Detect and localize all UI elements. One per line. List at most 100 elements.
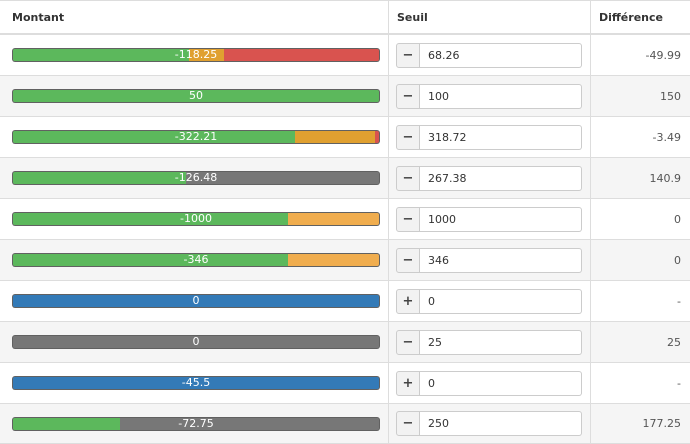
montant-cell: 0 (0, 322, 389, 362)
header-seuil[interactable]: Seuil (389, 1, 591, 33)
minus-icon[interactable]: − (396, 42, 420, 68)
minus-icon[interactable]: − (396, 83, 420, 109)
seuil-cell: − (389, 76, 591, 116)
difference-cell: 140.9 (649, 171, 682, 185)
plus-icon[interactable]: + (396, 370, 420, 396)
seuil-input-group: + (396, 370, 582, 396)
minus-icon[interactable]: − (396, 329, 420, 355)
progress-label: 0 (192, 294, 200, 307)
seuil-cell: − (389, 404, 591, 443)
montant-cell: -322.21 (0, 117, 389, 157)
seuil-input[interactable] (420, 206, 582, 232)
seuil-cell: − (389, 240, 591, 280)
seuil-input[interactable] (420, 329, 582, 355)
montant-cell: -346 (0, 240, 389, 280)
difference-cell: 25 (667, 335, 681, 349)
table-row: -72.75 − 177.25 (0, 404, 690, 444)
progress-segment (294, 131, 376, 143)
progress-label: 50 (189, 89, 203, 102)
seuil-input-group: − (396, 124, 582, 150)
seuil-input[interactable] (420, 247, 582, 273)
progress-segment (224, 49, 379, 61)
progress-segment (13, 295, 379, 307)
table-row: -322.21 − -3.49 (0, 117, 690, 158)
progress-label: -72.75 (178, 416, 214, 430)
progress-segment (13, 49, 189, 61)
table-row: -45.5 + - (0, 363, 690, 404)
progress-segment (188, 49, 225, 61)
progress-segment (119, 417, 379, 430)
difference-cell: - (677, 294, 681, 308)
minus-icon[interactable]: − (396, 124, 420, 150)
progress-bar: -1000 (12, 212, 380, 226)
seuil-input-group: + (396, 288, 582, 314)
minus-icon[interactable]: − (396, 411, 420, 436)
minus-icon[interactable]: − (396, 206, 420, 232)
progress-bar: 50 (12, 89, 380, 103)
table-row: 50 − 150 (0, 76, 690, 117)
difference-cell: 177.25 (642, 417, 682, 430)
progress-label: -1000 (180, 212, 212, 225)
progress-bar: -126.48 (12, 171, 380, 185)
montant-cell: 0 (0, 281, 389, 321)
seuil-input-group: − (396, 411, 582, 436)
seuil-input-group: − (396, 42, 582, 68)
progress-label: -346 (183, 253, 209, 266)
progress-segment (13, 131, 295, 143)
progress-segment (288, 213, 379, 225)
progress-bar: -346 (12, 253, 380, 267)
difference-cell: 0 (674, 212, 681, 226)
seuil-cell: − (389, 117, 591, 157)
seuil-input[interactable] (420, 42, 582, 68)
seuil-input[interactable] (420, 288, 582, 314)
difference-cell: -49.99 (645, 48, 681, 62)
progress-label: -126.48 (174, 171, 218, 184)
montant-cell: 50 (0, 76, 389, 116)
seuil-input[interactable] (420, 124, 582, 150)
seuil-cell: + (389, 281, 591, 321)
table-row: -346 − 0 (0, 240, 690, 281)
difference-cell: -3.49 (652, 130, 681, 144)
seuil-input[interactable] (420, 411, 582, 436)
montant-cell: -126.48 (0, 158, 389, 198)
progress-bar: -45.5 (12, 376, 380, 390)
seuil-cell: − (389, 199, 591, 239)
seuil-input-group: − (396, 329, 582, 355)
progress-segment (186, 172, 379, 184)
progress-bar: -72.75 (12, 416, 380, 431)
progress-label: -45.5 (181, 376, 211, 389)
progress-segment (13, 213, 289, 225)
progress-segment (13, 172, 187, 184)
seuil-input[interactable] (420, 370, 582, 396)
progress-label: -118.25 (174, 48, 218, 61)
minus-icon[interactable]: − (396, 247, 420, 273)
minus-icon[interactable]: − (396, 165, 420, 191)
progress-segment (13, 417, 120, 430)
table-row: 0 − 25 (0, 322, 690, 363)
header-difference[interactable]: Différence (599, 11, 663, 24)
header-montant[interactable]: Montant (0, 1, 389, 33)
seuil-input[interactable] (420, 165, 582, 191)
seuil-input-group: − (396, 247, 582, 273)
table-row: -1000 − 0 (0, 199, 690, 240)
difference-cell: 0 (674, 253, 681, 267)
table-header: Montant Seuil Différence (0, 0, 690, 35)
seuil-cell: + (389, 363, 591, 403)
plus-icon[interactable]: + (396, 288, 420, 314)
table-body: -118.25 − -49.99 50 − 150 -322.21 − -3.49 -126.48… (0, 35, 690, 444)
progress-segment (13, 336, 379, 348)
difference-cell: 150 (660, 89, 681, 103)
progress-segment (375, 131, 379, 143)
progress-bar: -118.25 (12, 48, 380, 62)
seuil-input-group: − (396, 206, 582, 232)
seuil-input-group: − (396, 83, 582, 109)
difference-cell: - (677, 376, 681, 390)
progress-bar: -322.21 (12, 130, 380, 144)
progress-label: 0 (192, 335, 200, 348)
seuil-input-group: − (396, 165, 582, 191)
progress-bar: 0 (12, 335, 380, 349)
progress-label: -322.21 (174, 130, 218, 143)
seuil-input[interactable] (420, 83, 582, 109)
montant-cell: -1000 (0, 199, 389, 239)
table-row: -118.25 − -49.99 (0, 35, 690, 76)
